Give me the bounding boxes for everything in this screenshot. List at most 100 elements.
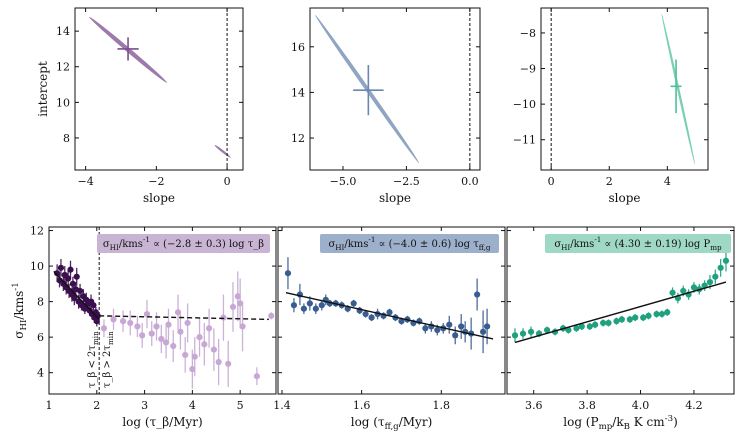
data-point: [632, 314, 639, 321]
y-tick-label: 10: [30, 260, 44, 273]
y-tick-label: 14: [56, 25, 70, 38]
x-tick-label: 4: [664, 175, 671, 188]
data-point: [613, 318, 620, 325]
x-tick-label: −4: [78, 175, 94, 188]
data-point: [162, 339, 170, 346]
data-point: [165, 321, 172, 328]
data-point: [210, 346, 217, 353]
data-point: [284, 270, 292, 277]
data-point: [658, 310, 665, 318]
plot-area: [550, 8, 695, 170]
axes-frame: [506, 226, 735, 395]
data-point: [717, 264, 724, 271]
y-tick-label: 8: [37, 296, 44, 309]
data-point: [65, 275, 72, 282]
fit-line-0: [514, 281, 727, 344]
data-point: [479, 328, 487, 335]
data-point: [565, 326, 572, 334]
y-tick-label: −8: [520, 27, 536, 40]
data-point: [290, 302, 298, 309]
y-tick-label: −9: [520, 63, 536, 76]
data-point: [127, 319, 134, 327]
data-point: [452, 332, 459, 339]
data-point: [201, 341, 208, 348]
x-tick-label: 3.8: [578, 399, 596, 412]
axes-frame: [48, 226, 277, 395]
data-point: [148, 330, 155, 337]
panel-top-left: −4 −2 0 8 10 12 14 slope intercept: [36, 7, 244, 205]
data-point: [189, 366, 196, 373]
data-point: [69, 280, 76, 287]
y-tick-label: 8: [63, 132, 70, 145]
x-axis-label: log (τff,g/Myr): [351, 415, 433, 432]
data-point: [225, 360, 232, 367]
x-tick-label: 1.8: [433, 399, 451, 412]
y-tick-label: 6: [37, 331, 44, 344]
data-point: [143, 310, 151, 318]
data-point: [100, 325, 108, 332]
data-point: [511, 332, 519, 339]
data-point: [81, 305, 88, 312]
fit-line-0: [53, 270, 100, 320]
y-tick-label: −10: [513, 98, 536, 111]
data-point: [182, 351, 189, 359]
x-tick-label: 3.6: [525, 399, 543, 412]
y-axis-label: σHI/kms-1​: [11, 282, 29, 338]
panel-top-middle: −5.0 −2.5 0.0 12 14 16 slope: [291, 7, 481, 205]
data-point: [312, 305, 319, 312]
y-tick-label: 12: [291, 132, 305, 145]
data-point: [578, 323, 585, 330]
data-point: [110, 316, 117, 323]
x-tick-label: −5.0: [330, 175, 357, 188]
x-axis-label: slope: [379, 191, 411, 205]
x-axis-label: slope: [608, 191, 640, 205]
x-tick-label: 4.2: [685, 399, 703, 412]
data-point: [253, 373, 260, 380]
data-point: [362, 310, 369, 318]
x-tick-label: 0: [224, 175, 231, 188]
data-point: [592, 321, 599, 328]
data-point: [474, 291, 481, 298]
x-tick-label: 2: [606, 175, 613, 188]
data-point: [519, 330, 527, 337]
data-point: [300, 305, 307, 312]
data-point: [350, 300, 357, 307]
data-point: [600, 319, 607, 327]
annotation-box: [545, 234, 731, 253]
plot-area: [511, 250, 730, 344]
data-point: [184, 319, 191, 327]
posterior-ellipse-0: [661, 13, 695, 165]
annotation-box: [97, 234, 270, 253]
region-label-left: τ_β < 2τmin​: [87, 331, 100, 388]
data-point: [543, 326, 551, 334]
data-point: [139, 332, 146, 339]
axes-frame: [540, 7, 709, 171]
data-point: [76, 287, 84, 295]
data-point: [119, 318, 127, 325]
data-point: [153, 323, 160, 330]
x-tick-label: 1.6: [353, 399, 371, 412]
posterior-ellipse-0: [315, 14, 420, 164]
x-tick-label: −2: [148, 175, 164, 188]
plot-area: [53, 227, 275, 394]
data-point: [422, 325, 429, 332]
axes-frame: [277, 226, 506, 395]
data-point: [458, 323, 465, 330]
data-point: [527, 328, 535, 335]
data-point: [690, 284, 698, 291]
data-point: [386, 309, 393, 316]
data-point: [177, 328, 184, 335]
y-tick-label: 14: [291, 86, 305, 99]
y-tick-label: 12: [56, 61, 70, 74]
data-point: [134, 323, 141, 330]
data-point: [215, 358, 222, 366]
data-point: [90, 302, 97, 309]
data-point: [653, 310, 660, 318]
data-point: [205, 325, 213, 332]
region-label-right: τ_β > 2τmin​: [102, 331, 115, 388]
data-point: [268, 312, 275, 319]
data-point: [664, 309, 671, 316]
data-point: [174, 309, 182, 316]
panel-bottom-right: 3.6 3.8 4.0 4.2 log (Pmp/kB K cm-3) σHI/kms-1…: [506, 226, 735, 432]
